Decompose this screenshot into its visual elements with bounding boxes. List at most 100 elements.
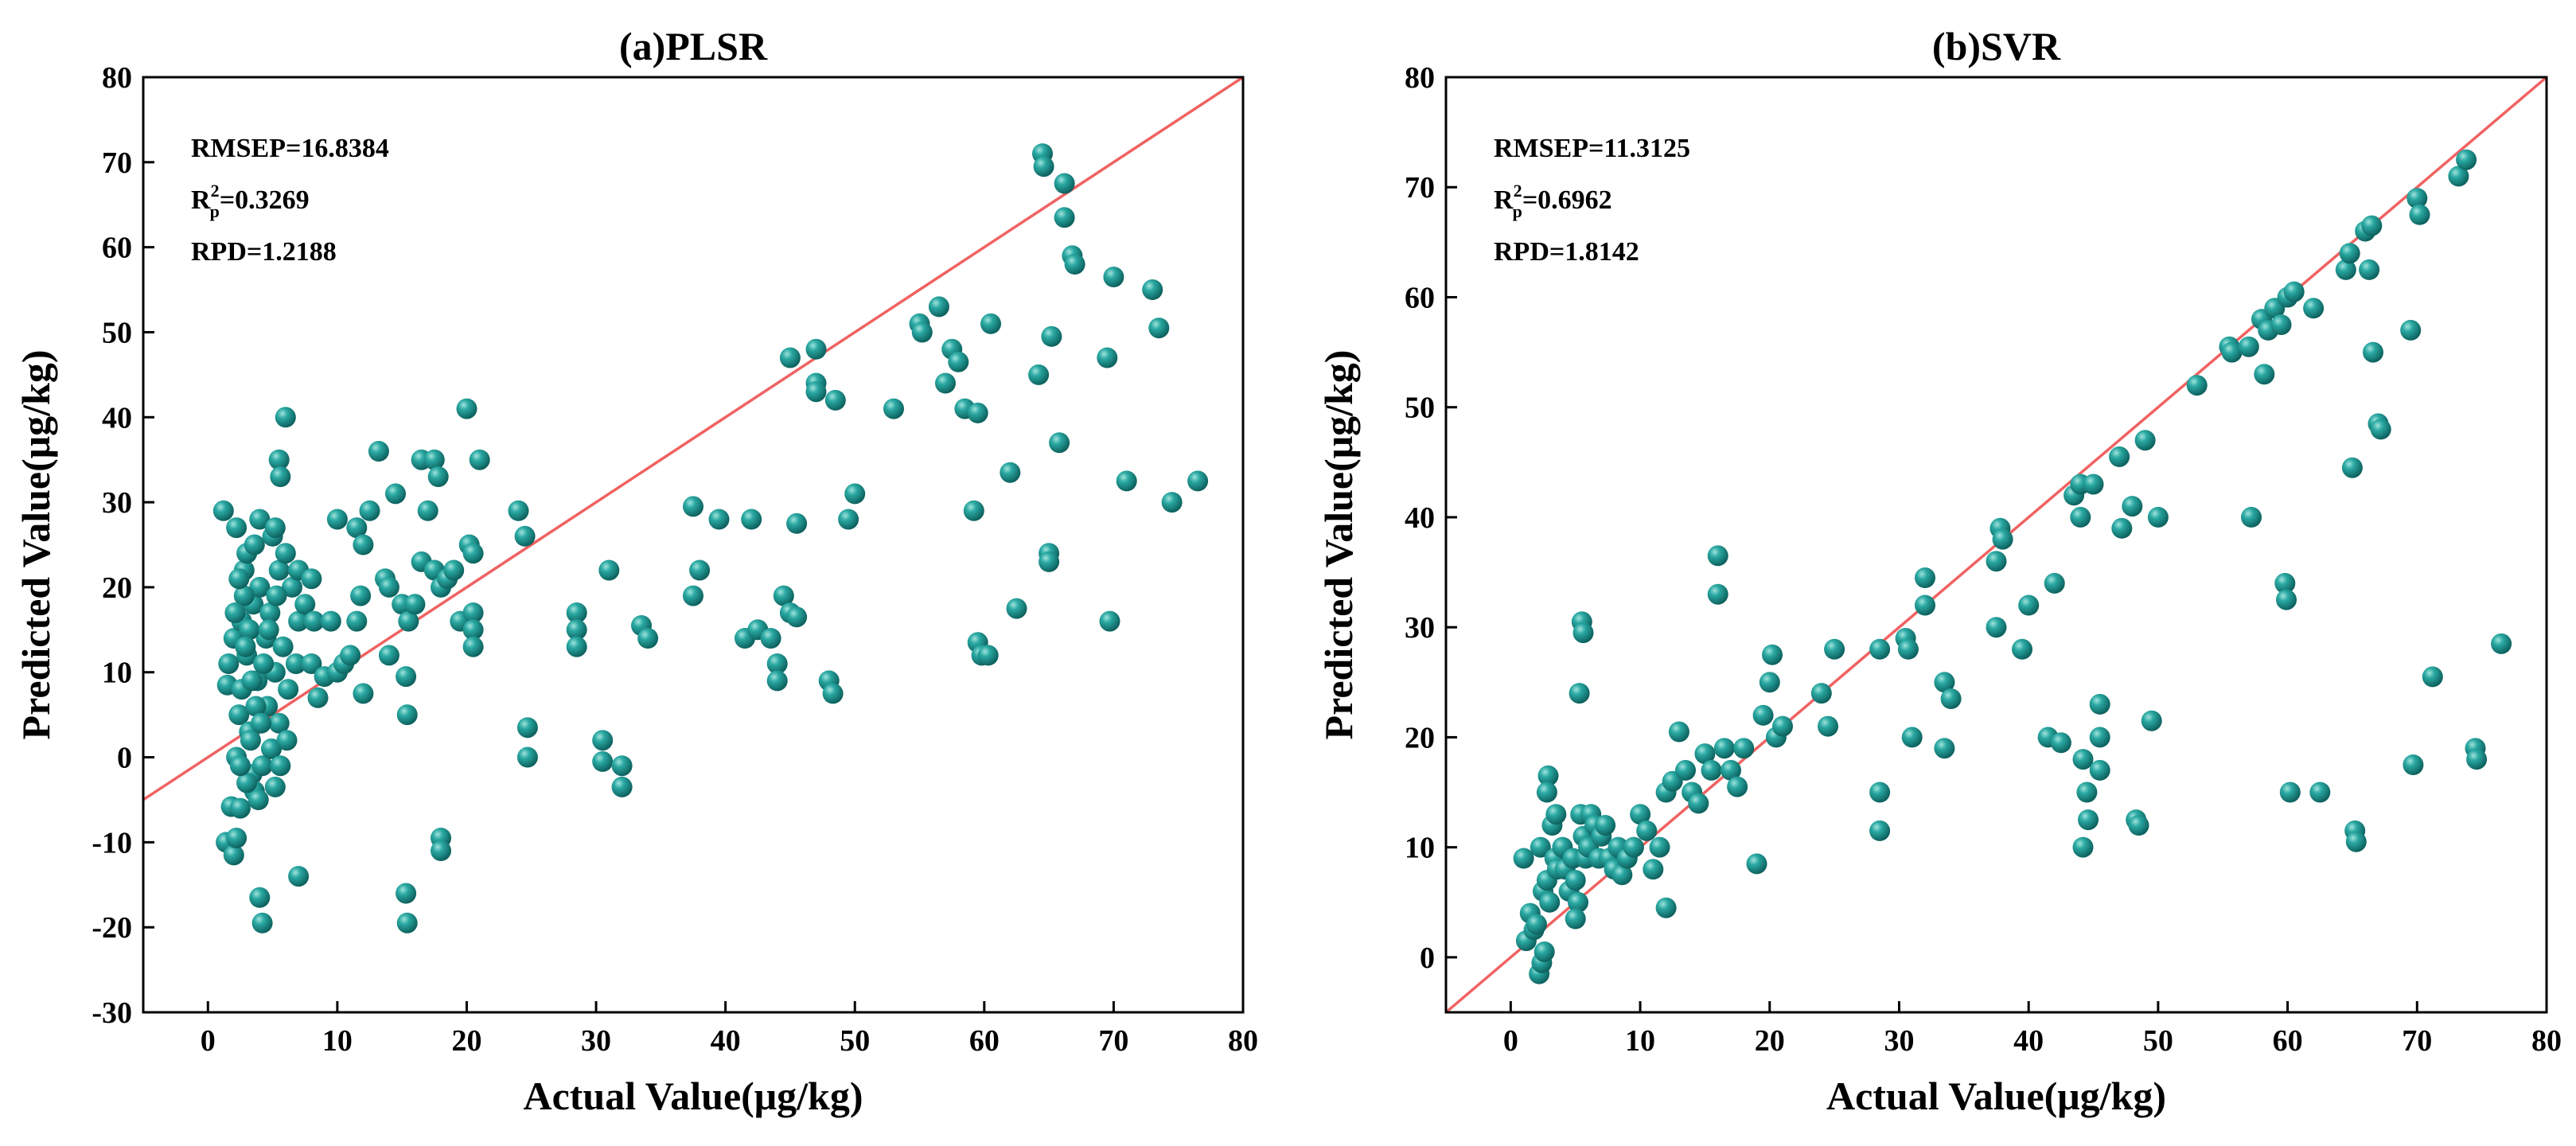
svr-data-point (1675, 759, 1696, 781)
plsr-x-tick-label: 40 (711, 1024, 741, 1058)
plsr-x-tick-label: 50 (840, 1024, 870, 1058)
plsr-data-point (592, 750, 614, 772)
plsr-data-point (268, 712, 290, 734)
svr-data-point (2283, 281, 2305, 302)
plsr-data-point (462, 543, 484, 564)
svr-data-point (1565, 870, 1586, 891)
panel-svr: (b)SVR 0 10 20 30 40 50 60 70 80 0 10 20 30 40 50 60 70 80… (1316, 24, 2562, 1118)
svr-data-point (2448, 166, 2469, 187)
plsr-data-point (288, 866, 310, 887)
plsr-metric-rpd: RPD=1.2188 (191, 237, 337, 267)
svr-data-point (2050, 732, 2071, 754)
plsr-y-axis-label: Predicted Value(μg/kg) (14, 350, 58, 740)
svr-metric-rmsep: RMSEP=11.3125 (1494, 134, 1690, 163)
plsr-data-point (275, 543, 296, 564)
svr-data-point (2238, 336, 2259, 357)
plsr-data-point (278, 679, 299, 700)
plsr-data-point (760, 628, 781, 649)
plsr-data-point (566, 636, 587, 657)
svr-data-point (1934, 672, 1955, 693)
plsr-data-point (637, 628, 659, 649)
plsr-data-point (247, 789, 269, 810)
plsr-data-point (226, 517, 247, 539)
svr-data-point (1746, 853, 1767, 875)
plsr-data-point (566, 602, 587, 623)
plsr-x-tick-label: 60 (969, 1024, 1000, 1058)
plsr-data-point (340, 645, 361, 666)
svr-x-tick-label: 20 (1755, 1024, 1785, 1058)
svr-data-point (2072, 749, 2094, 770)
plsr-data-point (462, 602, 484, 623)
plsr-data-point (838, 509, 859, 530)
svr-data-point (2241, 506, 2262, 528)
plsr-data-point (967, 402, 988, 423)
plsr-data-point (249, 509, 271, 530)
plsr-data-point (320, 610, 341, 632)
svr-metric-value: =1.8142 (1549, 237, 1639, 267)
svr-data-point (2422, 666, 2443, 688)
svr-data-point (1869, 782, 1891, 803)
plsr-data-point (359, 500, 380, 521)
svr-data-point (1721, 759, 1741, 781)
plsr-data-point (218, 653, 240, 674)
plsr-data-point (598, 559, 620, 581)
plsr-data-point (1064, 254, 1085, 275)
svr-y-tick-label: 40 (1405, 501, 1435, 535)
svr-data-point (1707, 583, 1728, 605)
svr-data-point (1526, 914, 1547, 935)
plsr-data-point (249, 576, 271, 598)
svr-data-point (2279, 782, 2301, 803)
svr-data-point (1713, 738, 1735, 759)
plsr-metric-label: RPD (191, 237, 247, 267)
svr-data-point (2254, 364, 2275, 385)
svr-data-point (1897, 638, 1919, 660)
svr-data-point (2122, 496, 2143, 517)
plsr-data-point (268, 559, 290, 581)
svr-data-point (2012, 638, 2032, 660)
plsr-data-point (786, 513, 808, 534)
svr-data-point (2044, 572, 2065, 594)
svr-data-point (1595, 815, 1616, 836)
svr-points (1513, 149, 2512, 984)
plsr-data-point (708, 509, 730, 530)
plsr-data-point (1054, 207, 1075, 228)
svr-data-point (2221, 341, 2243, 363)
svr-data-point (1688, 793, 1709, 814)
svr-metric-label: RPD (1494, 237, 1549, 267)
plsr-data-point (786, 606, 808, 628)
svr-data-point (1772, 715, 1793, 737)
plsr-y-tick-label: 10 (102, 657, 132, 690)
plsr-data-point (1033, 156, 1054, 177)
plsr-data-point (689, 559, 711, 581)
plsr-metric-value: =16.8384 (286, 134, 389, 163)
svr-data-point (2109, 446, 2130, 467)
plsr-x-tick-label: 0 (201, 1024, 216, 1058)
plsr-title: (a)PLSR (619, 24, 768, 68)
plsr-data-point (514, 525, 536, 547)
svr-data-point (2274, 572, 2296, 594)
plsr-data-point (1097, 347, 1118, 368)
plsr-y-tick-label: 20 (102, 571, 132, 605)
plsr-data-point (264, 517, 286, 539)
plsr-x-tick-label: 80 (1228, 1024, 1258, 1058)
plsr-data-point (212, 500, 234, 521)
svr-metric-superscript: 2 (1514, 181, 1522, 201)
plsr-metric-label: RMSEP (191, 134, 286, 163)
svr-metric-r: R2 p=0.6962 (1494, 181, 1612, 221)
plsr-data-point (303, 610, 325, 632)
plsr-data-point (773, 585, 794, 606)
plsr-x-axis-label: Actual Value(μg/kg) (523, 1074, 863, 1118)
plsr-metric-value: =0.3269 (220, 185, 310, 215)
plsr-data-point (239, 619, 260, 641)
plsr-data-point (258, 619, 279, 641)
plsr-data-point (264, 776, 286, 797)
svr-data-point (1701, 759, 1722, 781)
svr-data-point (2309, 782, 2331, 803)
svr-y-tick-label: 30 (1405, 611, 1435, 645)
svr-y-tick-label: 50 (1405, 392, 1435, 425)
plsr-data-point (253, 653, 275, 674)
svr-metric-value: =0.6962 (1522, 185, 1612, 215)
plsr-x-tick-label: 70 (1098, 1024, 1128, 1058)
svr-data-point (2141, 710, 2162, 731)
plsr-data-point (353, 534, 374, 555)
